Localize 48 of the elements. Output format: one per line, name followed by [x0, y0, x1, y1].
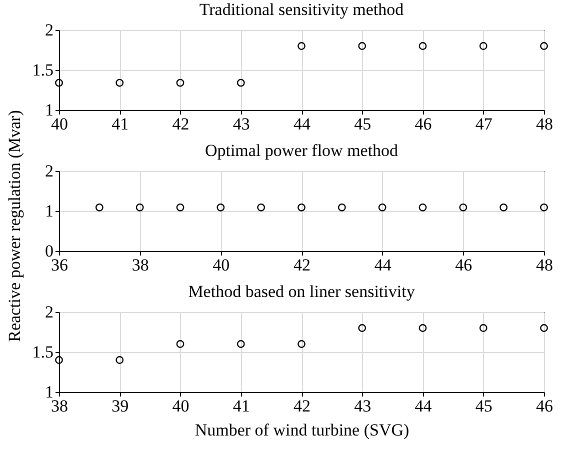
- x-tick-label: 40: [172, 396, 190, 416]
- y-tick-label: 1: [45, 202, 54, 220]
- chart-title: Method based on liner sensitivity: [188, 282, 416, 301]
- point: [358, 324, 366, 332]
- point: [479, 324, 488, 332]
- chart-title: Optimal power flow method: [204, 141, 399, 160]
- x-tick-label: 40: [212, 256, 230, 274]
- y-tick-label: 1: [45, 382, 54, 402]
- x-tick-label: 45: [475, 396, 492, 416]
- point: [116, 356, 124, 364]
- x-tick-label: 38: [51, 396, 68, 416]
- point: [298, 340, 306, 348]
- x-tick-label: 43: [232, 114, 250, 134]
- x-tick-label: 38: [132, 256, 149, 274]
- x-tick-label: 46: [414, 114, 432, 134]
- x-axis-title: Number of wind turbine (SVG): [194, 420, 410, 440]
- x-tick-label: 41: [112, 114, 129, 134]
- x-tick-label: 42: [172, 114, 190, 134]
- point: [55, 356, 63, 364]
- x-tick-label: 46: [536, 396, 553, 416]
- x-tick-label: 41: [232, 396, 250, 416]
- y-axis-title: Reactive power regulation (Mvar): [5, 110, 24, 342]
- x-tick-label: 39: [112, 396, 129, 416]
- x-tick-label: 42: [294, 256, 310, 274]
- x-tick-label: 48: [536, 114, 553, 134]
- y-tick-label: 2: [45, 20, 54, 40]
- y-tick-label: 1.5: [32, 342, 54, 362]
- y-tick-label: 0: [45, 242, 54, 260]
- y-tick-label: 1.5: [32, 60, 54, 80]
- x-tick-label: 42: [294, 396, 310, 416]
- x-tick-label: 44: [414, 396, 432, 416]
- y-tick-label: 2: [45, 162, 54, 180]
- x-tick-label: 43: [354, 396, 372, 416]
- x-tick-label: 36: [51, 256, 68, 274]
- x-tick-label: 48: [536, 256, 553, 274]
- point: [236, 340, 245, 348]
- x-tick-label: 47: [475, 114, 493, 134]
- y-tick-label: 2: [45, 302, 54, 322]
- x-tick-label: 44: [294, 114, 311, 134]
- chart-title: Traditional sensitivity method: [199, 0, 404, 19]
- x-tick-label: 40: [51, 114, 68, 134]
- point: [540, 324, 548, 332]
- x-tick-label: 46: [455, 256, 472, 274]
- point: [418, 324, 427, 332]
- point: [176, 340, 184, 348]
- x-tick-label: 45: [354, 114, 372, 134]
- x-tick-label: 44: [374, 256, 392, 274]
- y-tick-label: 1: [45, 100, 54, 120]
